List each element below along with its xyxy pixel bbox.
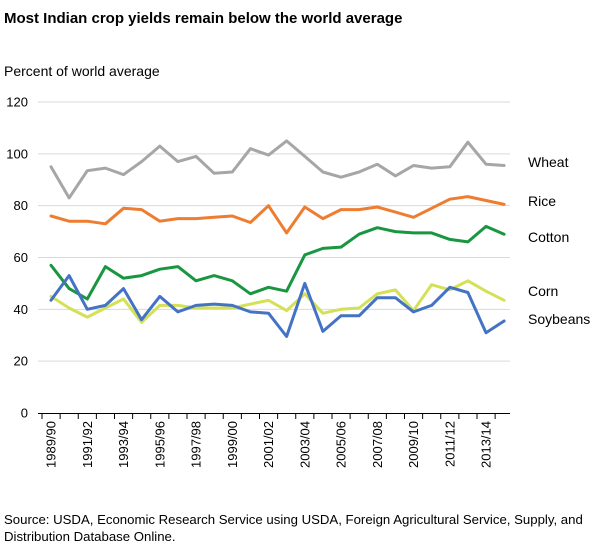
- gridlines: [38, 101, 510, 362]
- series-line-corn: [49, 279, 506, 324]
- series-line-wheat: [49, 139, 506, 200]
- y-tick-label: 40: [14, 302, 28, 317]
- x-axis: 1989/90 1991/92 1993/94 1995/96 1997/98 1999/…: [38, 413, 510, 468]
- x-tick-label: 2001/02: [261, 421, 276, 468]
- series-label-corn: Corn: [528, 283, 558, 299]
- x-tick-label: 2009/10: [406, 421, 421, 468]
- y-tick-label: 60: [14, 250, 28, 265]
- x-tick-label: 2011/12: [442, 421, 457, 467]
- x-tick-label: 2013/14: [479, 421, 494, 468]
- series-label-cotton: Cotton: [528, 229, 569, 245]
- x-tick-label: 1989/90: [44, 421, 59, 468]
- chart-title: Most Indian crop yields remain below the…: [4, 10, 403, 27]
- series-labels: Wheat Rice Cotton Corn Soybeans: [528, 154, 590, 327]
- x-tick-label: 1997/98: [189, 421, 204, 468]
- x-tick-label: 1991/92: [80, 421, 95, 468]
- x-tick-label: 1993/94: [116, 421, 131, 468]
- series-line-soybeans: [49, 274, 506, 338]
- series-label-rice: Rice: [528, 193, 556, 209]
- y-tick-label: 120: [6, 95, 28, 110]
- y-tick-label: 0: [21, 406, 28, 421]
- x-tick-label: 1995/96: [152, 421, 167, 468]
- x-tick-label: 2007/08: [370, 421, 385, 468]
- x-tick-label: 2003/04: [297, 421, 312, 468]
- y-tick-labels: 0 20 40 60 80 100 120: [6, 95, 28, 421]
- y-axis-label: Percent of world average: [4, 63, 160, 79]
- x-tick-label: 1999/00: [225, 421, 240, 468]
- y-tick-label: 100: [6, 146, 28, 161]
- y-tick-label: 20: [14, 354, 28, 369]
- x-tick-label: 2005/06: [334, 421, 349, 468]
- series-lines: [49, 139, 506, 338]
- series-label-soybeans: Soybeans: [528, 311, 590, 327]
- series-line-cotton: [49, 224, 506, 301]
- line-chart: 0 20 40 60 80 100 120 1989/90 1991/92 1993/94 199…: [6, 95, 590, 469]
- y-tick-label: 80: [14, 198, 28, 213]
- series-label-wheat: Wheat: [528, 154, 569, 170]
- series-line-rice: [49, 195, 506, 235]
- source-note: Source: USDA, Economic Research Service …: [4, 512, 583, 544]
